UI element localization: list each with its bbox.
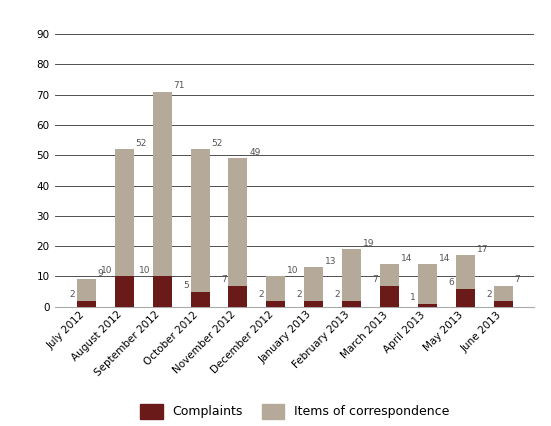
- Text: 17: 17: [477, 245, 488, 254]
- Text: 9: 9: [98, 269, 104, 278]
- Bar: [191, 291, 209, 307]
- Text: 13: 13: [325, 257, 337, 266]
- Bar: [304, 268, 323, 307]
- Text: 10: 10: [139, 266, 151, 275]
- Bar: [418, 304, 437, 307]
- Text: 52: 52: [212, 138, 223, 148]
- Bar: [229, 158, 247, 307]
- Text: 2: 2: [69, 290, 75, 299]
- Bar: [191, 149, 209, 307]
- Text: 6: 6: [448, 278, 454, 287]
- Bar: [342, 301, 361, 307]
- Text: 5: 5: [183, 281, 188, 290]
- Text: 1: 1: [410, 293, 416, 302]
- Text: 10: 10: [287, 266, 299, 275]
- Text: 14: 14: [439, 254, 450, 263]
- Text: 14: 14: [401, 254, 412, 263]
- Bar: [494, 285, 512, 307]
- Bar: [456, 255, 475, 307]
- Bar: [342, 249, 361, 307]
- Bar: [77, 301, 96, 307]
- Text: 2: 2: [486, 290, 492, 299]
- Text: 10: 10: [101, 266, 113, 275]
- Bar: [418, 264, 437, 307]
- Bar: [115, 276, 134, 307]
- Legend: Complaints, Items of correspondence: Complaints, Items of correspondence: [135, 399, 455, 424]
- Bar: [153, 276, 171, 307]
- Bar: [494, 301, 512, 307]
- Bar: [380, 264, 399, 307]
- Text: 71: 71: [174, 81, 185, 90]
- Text: 7: 7: [372, 275, 378, 284]
- Bar: [77, 279, 96, 307]
- Text: 19: 19: [363, 239, 375, 248]
- Text: 2: 2: [259, 290, 264, 299]
- Bar: [380, 285, 399, 307]
- Bar: [229, 285, 247, 307]
- Bar: [153, 92, 171, 307]
- Text: 7: 7: [221, 275, 226, 284]
- Text: 52: 52: [136, 138, 147, 148]
- Text: 2: 2: [334, 290, 341, 299]
- Text: 2: 2: [297, 290, 302, 299]
- Text: 49: 49: [249, 148, 261, 157]
- Bar: [266, 301, 285, 307]
- Bar: [266, 276, 285, 307]
- Bar: [456, 288, 475, 307]
- Bar: [115, 149, 134, 307]
- Text: 7: 7: [515, 275, 520, 284]
- Bar: [304, 301, 323, 307]
